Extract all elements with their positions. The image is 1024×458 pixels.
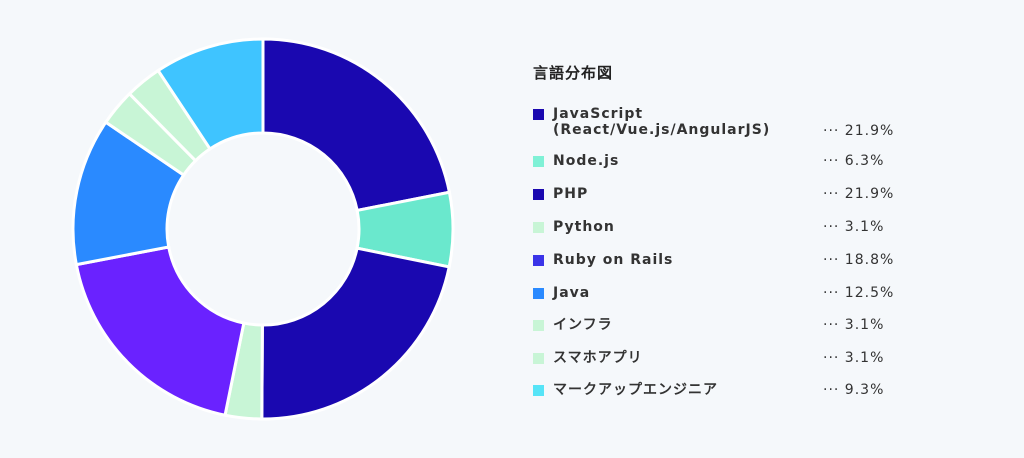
legend-swatch [533, 385, 544, 396]
legend-value: ··· 21.9% [823, 186, 895, 202]
donut-slice [261, 37, 452, 213]
legend-label: マークアップエンジニア [553, 382, 718, 398]
legend-item: Python ··· 3.1% [533, 219, 913, 250]
legend-value: ··· 3.1% [823, 219, 885, 235]
legend-swatch [533, 288, 544, 299]
legend-swatch [533, 156, 544, 167]
legend-label: Node.js [553, 153, 620, 169]
legend-swatch [533, 255, 544, 266]
donut-slice [260, 246, 451, 421]
legend-label: Java [553, 285, 591, 301]
legend-swatch [533, 109, 544, 120]
legend-value: ··· 9.3% [823, 382, 885, 398]
legend-label: JavaScript (React/Vue.js/AngularJS) [553, 106, 771, 138]
legend-item: Ruby on Rails ··· 18.8% [533, 252, 913, 283]
donut-slice [156, 37, 265, 152]
legend-swatch [533, 353, 544, 364]
legend-item: インフラ ··· 3.1% [533, 317, 913, 348]
legend-value: ··· 12.5% [823, 285, 895, 301]
legend-item: スマホアプリ ··· 3.1% [533, 350, 913, 381]
legend-value: ··· 6.3% [823, 153, 885, 169]
legend-item: JavaScript (React/Vue.js/AngularJS) ··· 2… [533, 106, 913, 139]
legend-value: ··· 3.1% [823, 350, 885, 366]
donut-slice [74, 245, 246, 417]
legend-item: Node.js ··· 6.3% [533, 153, 913, 184]
legend-label: Ruby on Rails [553, 252, 674, 268]
legend-label: PHP [553, 186, 589, 202]
legend-label: インフラ [553, 317, 613, 333]
chart-title: 言語分布図 [533, 64, 614, 82]
legend-label: Python [553, 219, 615, 235]
legend-label: スマホアプリ [553, 350, 643, 366]
legend-item: マークアップエンジニア ··· 9.3% [533, 382, 913, 413]
legend-item: Java ··· 12.5% [533, 285, 913, 316]
legend-swatch [533, 222, 544, 233]
legend-value: ··· 3.1% [823, 317, 885, 333]
legend-value: ··· 21.9% [823, 123, 895, 139]
legend-value: ··· 18.8% [823, 252, 895, 268]
legend-swatch [533, 320, 544, 331]
legend-item: PHP ··· 21.9% [533, 186, 913, 217]
legend-swatch [533, 189, 544, 200]
